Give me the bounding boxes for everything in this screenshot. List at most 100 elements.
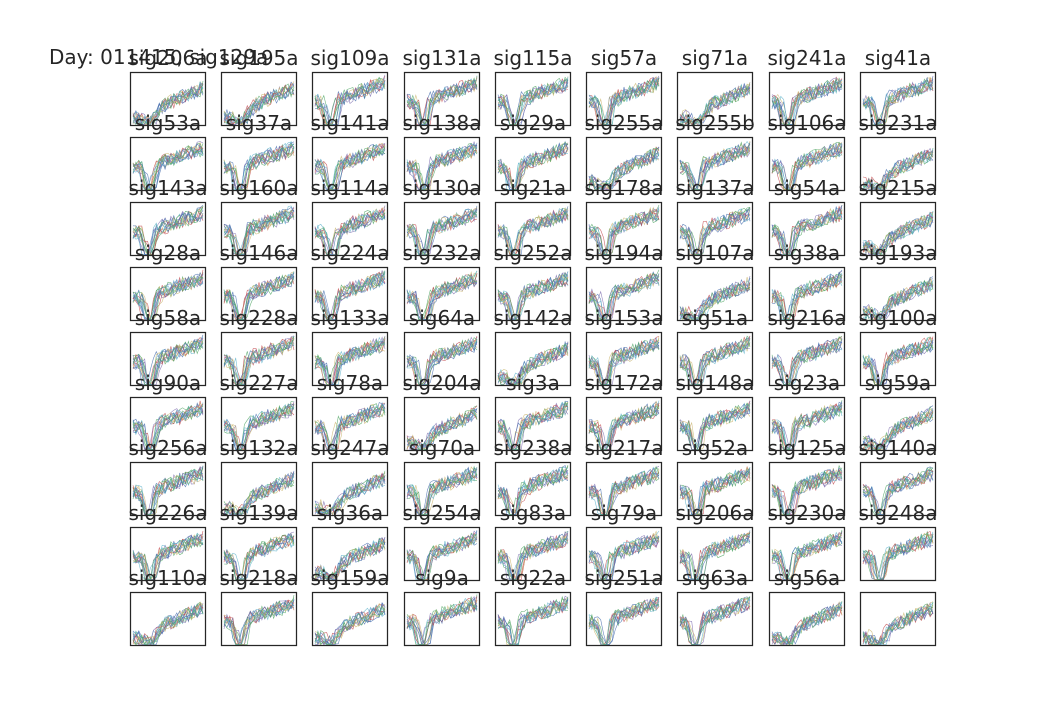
panel-title: sig146a	[219, 241, 298, 265]
subplot-frame	[585, 136, 663, 192]
waveform-trace	[588, 596, 660, 645]
subplot-frame	[494, 201, 572, 257]
waveform-trace	[679, 142, 751, 190]
trace-group	[497, 400, 569, 450]
waveform-trace	[497, 347, 569, 386]
subplot-frame	[585, 71, 663, 127]
subplot-frame	[585, 331, 663, 387]
waveform-trace	[862, 409, 934, 451]
subplot	[311, 266, 389, 322]
subplot	[768, 136, 846, 192]
waveform-trace	[588, 602, 660, 645]
subplot-frame	[494, 331, 572, 387]
subplot	[129, 331, 207, 387]
trace-group	[862, 405, 934, 451]
subplot	[129, 71, 207, 127]
waveform-trace	[862, 279, 934, 320]
subplot-frame	[220, 331, 298, 387]
waveform-trace	[771, 78, 843, 125]
waveform-trace	[497, 211, 569, 255]
waveform-trace	[588, 146, 660, 190]
trace-group	[771, 529, 843, 581]
panel-title: sig178a	[584, 176, 663, 200]
panel-title: sig159a	[310, 566, 389, 590]
waveform-trace	[223, 272, 295, 320]
trace-group	[132, 204, 204, 255]
waveform-trace	[314, 78, 386, 125]
waveform-trace	[862, 467, 934, 515]
waveform-trace	[132, 276, 204, 320]
subplot-frame	[859, 396, 937, 452]
subplot-frame	[403, 331, 481, 387]
waveform-trace	[679, 83, 751, 125]
waveform-trace	[588, 274, 660, 320]
waveform-trace	[771, 472, 843, 515]
waveform-trace	[497, 538, 569, 580]
subplot-frame	[768, 526, 846, 582]
waveform-trace	[497, 142, 569, 190]
waveform-trace	[771, 532, 843, 580]
waveform-trace	[862, 466, 934, 515]
trace-group	[406, 594, 478, 645]
waveform-trace	[679, 213, 751, 255]
waveform-trace	[862, 150, 934, 191]
waveform-trace	[679, 470, 751, 515]
panel-title: sig125a	[767, 436, 846, 460]
trace-group	[132, 334, 204, 385]
trace-group	[588, 336, 660, 385]
waveform-trace	[223, 401, 295, 450]
panel-title: sig83a	[500, 501, 566, 525]
panel-title: sig133a	[310, 306, 389, 330]
waveform-trace	[314, 475, 386, 515]
waveform-trace	[862, 601, 934, 645]
waveform-trace	[406, 408, 478, 451]
waveform-trace	[314, 408, 386, 450]
subplot	[859, 331, 937, 387]
subplot	[311, 396, 389, 452]
waveform-trace	[679, 466, 751, 515]
panel-title: sig37a	[226, 111, 292, 135]
waveform-trace	[588, 206, 660, 255]
waveform-trace	[132, 342, 204, 385]
subplot-frame	[494, 396, 572, 452]
panel-title: sig36a	[317, 501, 383, 525]
subplot-frame	[129, 71, 207, 127]
panel-title: sig255b	[675, 111, 755, 135]
waveform-trace	[771, 141, 843, 190]
waveform-trace	[679, 143, 751, 190]
subplot-frame	[311, 591, 389, 647]
subplot-frame	[129, 396, 207, 452]
panel-title: sig64a	[409, 306, 475, 330]
waveform-trace	[406, 598, 478, 645]
waveform-trace	[862, 278, 934, 321]
trace-group	[497, 271, 569, 320]
waveform-trace	[406, 465, 478, 515]
waveform-trace	[862, 339, 934, 385]
waveform-trace	[223, 478, 295, 516]
waveform-trace	[679, 403, 751, 450]
waveform-trace	[862, 533, 934, 580]
waveform-trace	[314, 604, 386, 645]
waveform-trace	[406, 337, 478, 385]
subplot-frame	[859, 591, 937, 647]
subplot-frame	[676, 396, 754, 452]
panel-title: sig238a	[493, 436, 572, 460]
waveform-trace	[862, 211, 934, 256]
waveform-trace	[862, 342, 934, 385]
panel-title: sig90a	[135, 371, 201, 395]
trace-group	[132, 400, 204, 450]
waveform-trace	[862, 276, 934, 321]
subplot-frame	[859, 331, 937, 387]
subplot	[494, 396, 572, 452]
trace-group	[406, 205, 478, 255]
waveform-trace	[132, 408, 204, 450]
waveform-trace	[588, 465, 660, 515]
waveform-trace	[132, 465, 204, 515]
subplot-frame	[311, 396, 389, 452]
waveform-trace	[497, 140, 569, 190]
subplot	[859, 396, 937, 452]
panel-title: sig232a	[402, 241, 481, 265]
panel-title: sig228a	[219, 306, 298, 330]
subplot	[676, 331, 754, 387]
subplot	[311, 461, 389, 517]
